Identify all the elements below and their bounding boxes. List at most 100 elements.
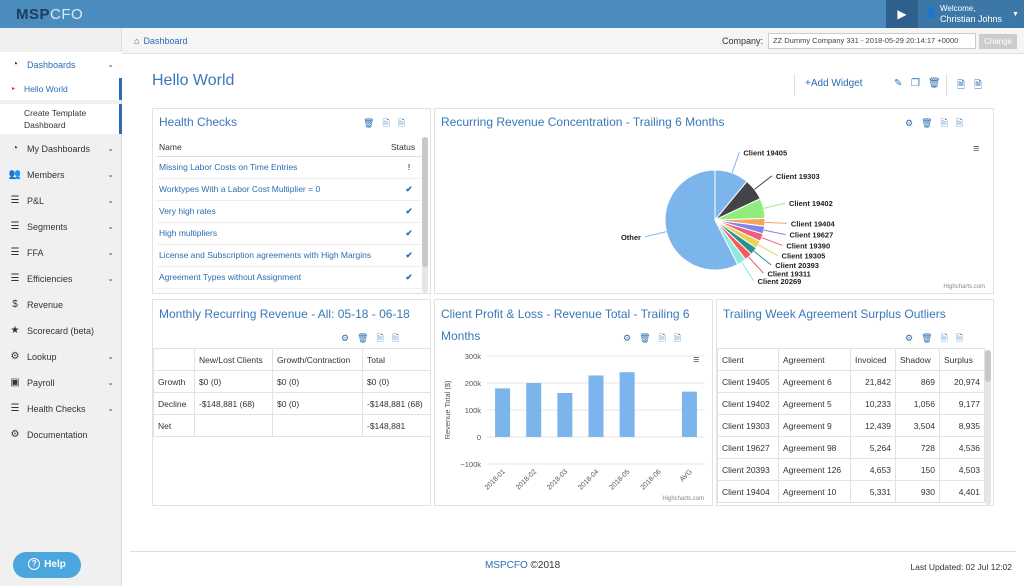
excel-icon[interactable]: 🗎 bbox=[955, 333, 972, 343]
sidebar-item-ffa[interactable]: ☰ FFA ⌄ bbox=[0, 240, 122, 266]
sidebar-item-health-checks[interactable]: ☰ Health Checks ⌄ bbox=[0, 396, 122, 422]
x-tick-label: 2018-02 bbox=[515, 468, 538, 491]
panel-title: Client Profit & Loss - Revenue Total - T… bbox=[441, 307, 690, 321]
pie-connector bbox=[761, 237, 783, 246]
excel-icon[interactable]: 🗎 bbox=[391, 333, 408, 343]
play-button[interactable]: ▶ bbox=[886, 0, 918, 28]
pie-connector bbox=[763, 229, 786, 236]
table-row[interactable]: Decline -$148,881 (68) $0 (0) -$148,881 (68… bbox=[153, 392, 430, 415]
pie-chart: Client 19405 Client 19303 Client 19402 Clie… bbox=[621, 148, 836, 286]
bar[interactable] bbox=[526, 383, 542, 437]
pie-connector bbox=[741, 261, 755, 282]
sidebar-item-payroll[interactable]: ▣ Payroll ⌄ bbox=[0, 370, 122, 396]
scrollbar[interactable] bbox=[985, 350, 991, 505]
sidebar-item-members[interactable]: 👥 Members ⌄ bbox=[0, 162, 122, 188]
bar[interactable] bbox=[681, 391, 697, 437]
sidebar-item-documentation[interactable]: ⚙ Documentation bbox=[0, 422, 122, 448]
sidebar-item-revenue[interactable]: $ Revenue bbox=[0, 292, 122, 318]
pie-label: Client 19303 bbox=[776, 172, 820, 181]
bar[interactable] bbox=[557, 392, 573, 437]
gear-icon[interactable]: ⚙ bbox=[341, 333, 358, 343]
sidebar-item-efficiencies[interactable]: ☰ Efficiencies ⌄ bbox=[0, 266, 122, 292]
trash-icon[interactable]: 🗑 bbox=[357, 333, 377, 343]
table-row[interactable]: Client 20393 Agreement 126 4,653 150 4,503 bbox=[717, 458, 985, 481]
company-label: Company: bbox=[722, 36, 764, 46]
pdf-icon[interactable]: 🗎 bbox=[974, 80, 983, 91]
gear-icon[interactable]: ⚙ bbox=[905, 118, 922, 128]
sidebar-item-hello-world[interactable]: ▸ Hello World bbox=[0, 78, 122, 100]
y-tick-label: 300k bbox=[465, 352, 482, 361]
pdf-icon[interactable]: 🗎 bbox=[382, 118, 398, 128]
gears-icon: ⚙ bbox=[10, 351, 20, 362]
app-logo[interactable]: MSPCFO bbox=[16, 6, 84, 23]
pdf-icon[interactable]: 🗎 bbox=[658, 333, 674, 343]
pdf-icon[interactable]: 🗎 bbox=[940, 118, 956, 128]
pie-connector bbox=[753, 250, 772, 266]
chart-menu-icon[interactable]: ≡ bbox=[973, 143, 980, 155]
table-row[interactable]: Client 19627 Agreement 98 5,264 728 4,536 bbox=[717, 436, 985, 459]
trash-icon[interactable]: 🗑 bbox=[921, 333, 941, 343]
trash-icon[interactable]: 🗑 bbox=[639, 333, 659, 343]
table-row[interactable]: Very high rates ✔ bbox=[157, 200, 427, 223]
gear-icon[interactable]: ⚙ bbox=[905, 333, 922, 343]
change-button[interactable]: Change bbox=[979, 34, 1017, 49]
copy-icon[interactable]: ❐ bbox=[911, 78, 920, 89]
table-row[interactable]: License and Subscription agreements with… bbox=[157, 244, 427, 267]
table-row[interactable]: Client 19303 Agreement 9 12,439 3,504 8,935 bbox=[717, 414, 985, 437]
table-row[interactable]: Client 19404 Agreement 10 5,331 930 4,401 bbox=[717, 480, 985, 503]
excel-icon[interactable]: 🗎 bbox=[397, 118, 413, 128]
table-row[interactable]: Client 19402 Agreement 5 10,233 1,056 9,177 bbox=[717, 392, 985, 415]
table-row[interactable]: Worktypes With a Labor Cost Multiplier =… bbox=[157, 178, 427, 201]
table-row[interactable]: Client 19405 Agreement 6 21,842 869 20,974 bbox=[717, 370, 985, 393]
bar[interactable] bbox=[619, 372, 635, 437]
panel-actions: 🗑🗎🗎 bbox=[363, 116, 413, 132]
check-icon: ✔ bbox=[389, 222, 427, 245]
edit-icon[interactable]: ✎ bbox=[894, 78, 903, 89]
gear-icon[interactable]: ⚙ bbox=[623, 333, 640, 343]
sidebar-item-create-template[interactable]: Create Template Dashboard bbox=[0, 104, 122, 134]
user-menu[interactable]: 👤 Welcome, Christian Johns ▼ bbox=[918, 0, 1024, 28]
x-tick-label: 2018-06 bbox=[640, 468, 663, 491]
table-row[interactable]: Growth $0 (0) $0 (0) $0 (0) bbox=[153, 370, 430, 393]
sidebar: ◔ Dashboards ⌄ ▸ Hello World Create Temp… bbox=[0, 28, 122, 586]
trash-icon[interactable]: 🗑 bbox=[363, 118, 383, 128]
x-tick-label: 2018-03 bbox=[546, 468, 569, 491]
breadcrumb[interactable]: ⌂ Dashboard bbox=[134, 36, 188, 46]
pdf-icon[interactable]: 🗎 bbox=[376, 333, 392, 343]
chart-menu-icon[interactable]: ≡ bbox=[693, 354, 700, 366]
help-button[interactable]: ? Help bbox=[13, 552, 81, 578]
company-select[interactable]: ZZ Dummy Company 331 - 2018-05-29 20:14:… bbox=[768, 33, 976, 49]
user-icon: 👤 bbox=[925, 8, 938, 19]
highcharts-credit[interactable]: Highcharts.com bbox=[662, 496, 704, 502]
chevron-down-icon: ⌄ bbox=[107, 404, 114, 413]
table-row[interactable]: Agreement Types without Assignment ✔ bbox=[157, 266, 427, 289]
excel-icon[interactable]: 🗎 bbox=[673, 333, 690, 343]
bar[interactable] bbox=[495, 388, 511, 437]
add-widget-button[interactable]: +Add Widget bbox=[805, 78, 863, 89]
panel-title-2: Months bbox=[441, 329, 481, 343]
table-row[interactable]: Net -$148,881 bbox=[153, 414, 430, 437]
pie-label: Client 19627 bbox=[790, 231, 834, 240]
table-row[interactable]: High multipliers ✔ bbox=[157, 222, 427, 245]
table-row[interactable]: Missing Labor Costs on Time Entries! bbox=[157, 156, 427, 179]
trash-icon[interactable]: 🗑 bbox=[921, 118, 941, 128]
highcharts-credit[interactable]: Highcharts.com bbox=[943, 284, 985, 290]
sidebar-item-segments[interactable]: ☰ Segments ⌄ bbox=[0, 214, 122, 240]
sidebar-item-lookup[interactable]: ⚙ Lookup ⌄ bbox=[0, 344, 122, 370]
bar[interactable] bbox=[588, 375, 604, 437]
excel-icon[interactable]: 🗎 bbox=[955, 118, 972, 128]
sidebar-item-scorecard[interactable]: ★ Scorecard (beta) bbox=[0, 318, 122, 344]
panel-title: Trailing Week Agreement Surplus Outliers bbox=[723, 307, 946, 321]
scrollbar[interactable] bbox=[422, 137, 428, 293]
panel-title: Monthly Recurring Revenue - All: 05-18 -… bbox=[159, 307, 410, 321]
pie-connector bbox=[644, 231, 667, 238]
sidebar-item-pl[interactable]: ☰ P&L ⌄ bbox=[0, 188, 122, 214]
trash-icon[interactable]: 🗑 bbox=[928, 78, 941, 89]
sidebar-item-dashboards[interactable]: ◔ Dashboards ⌄ bbox=[0, 52, 122, 78]
sidebar-item-my-dashboards[interactable]: ◔ My Dashboards ⌄ bbox=[0, 136, 122, 162]
pdf-icon[interactable]: 🗎 bbox=[940, 333, 956, 343]
gears-icon: ⚙ bbox=[10, 429, 20, 440]
excel-icon[interactable]: 🗎 bbox=[957, 80, 966, 91]
pie-slice[interactable] bbox=[664, 169, 739, 271]
footer-brand-link[interactable]: MSPCFO bbox=[485, 560, 528, 571]
